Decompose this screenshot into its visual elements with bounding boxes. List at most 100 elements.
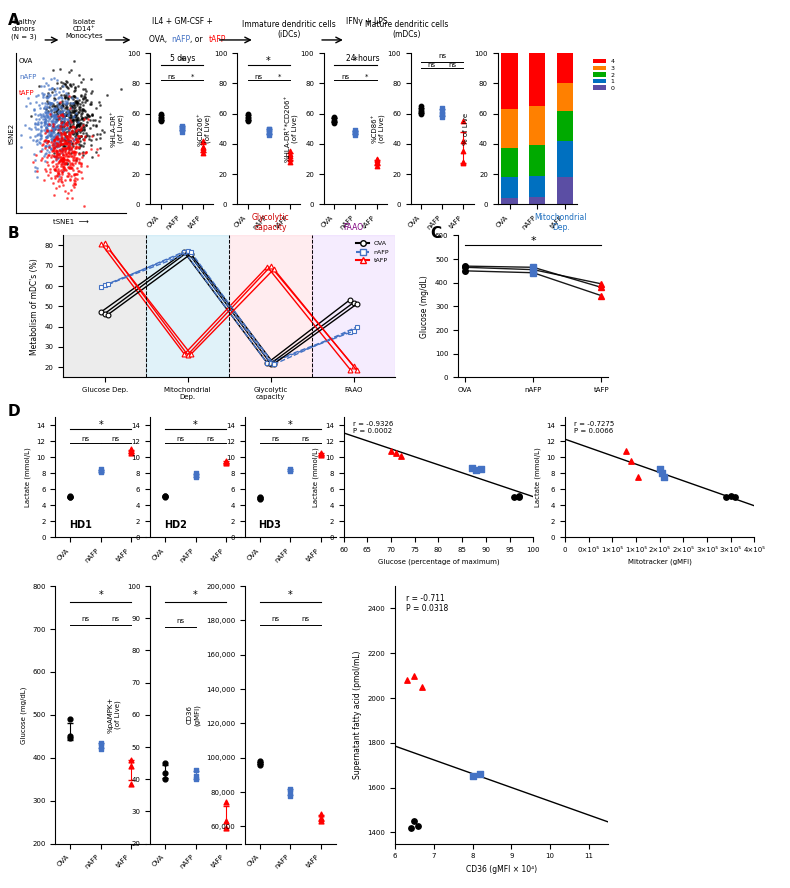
Point [51,126,64,140]
Point [66,120,78,134]
Point [72,134,85,148]
Point [73,68,85,83]
Point [67,145,80,159]
Point [54,150,66,164]
Point [41,143,54,157]
Point [41,106,54,120]
Point [57,162,70,176]
Text: ns: ns [271,436,279,442]
Bar [63,235,146,377]
Point [50,112,62,126]
Point [50,115,62,129]
Point [41,105,54,119]
Text: Isolate
CD14⁺
Monocytes: Isolate CD14⁺ Monocytes [66,20,103,39]
Point [55,137,68,151]
Point [62,140,75,155]
Point [46,84,58,99]
Point [62,153,74,167]
Point [125,759,137,773]
Point [38,115,51,130]
Point [40,108,53,123]
Point [54,104,66,118]
Point [41,150,54,164]
Point [31,161,43,175]
Point [125,442,137,456]
Point [72,155,85,170]
Point [58,123,70,138]
Point [69,177,81,191]
Point [53,171,66,186]
Point [78,131,91,145]
Point [70,153,82,167]
Point [54,146,66,160]
Point [53,96,66,110]
Point [328,111,340,125]
Point [55,163,67,177]
Text: Immature dendritic cells
(iDCs): Immature dendritic cells (iDCs) [242,20,336,39]
Point [457,155,470,169]
Point [475,462,487,476]
Point [57,148,70,163]
Text: ns: ns [428,62,436,67]
Point [159,489,171,503]
Point [47,124,60,139]
Point [220,455,232,469]
Point [61,156,73,170]
Point [56,124,69,139]
Point [78,91,91,105]
Point [62,88,74,102]
Text: Healthy
donors
(N = 3): Healthy donors (N = 3) [9,19,37,40]
Point [41,136,54,150]
Point [46,113,58,127]
Point [56,123,69,137]
Text: , or: , or [190,36,205,44]
Point [371,160,383,174]
Point [190,466,202,480]
Point [35,124,47,139]
Point [54,144,66,158]
Point [415,105,427,119]
Point [76,71,88,85]
Text: tAFP: tAFP [19,90,35,96]
Point [44,96,57,110]
Point [54,135,66,149]
Point [32,127,45,141]
Point [47,138,60,152]
Bar [312,235,395,377]
Point [28,103,40,117]
Text: *: * [193,420,198,430]
Point [45,132,58,147]
Point [262,126,275,140]
Point [33,128,46,142]
Point [32,108,44,123]
Point [41,128,54,142]
Point [44,97,57,111]
Point [31,138,43,152]
Point [77,91,89,105]
Point [58,136,70,150]
Point [61,129,73,143]
Point [75,159,88,173]
Point [51,163,64,177]
Point [59,139,72,153]
Point [63,161,76,175]
Point [71,133,84,147]
Point [66,178,79,192]
Point [56,84,69,99]
Point [51,138,64,152]
Text: OVA,: OVA, [149,36,169,44]
Point [44,96,57,110]
Point [57,121,70,135]
Point [45,123,58,138]
Point [40,115,52,129]
Point [66,138,79,152]
Point [46,148,58,163]
Text: ns: ns [438,52,446,59]
Point [38,149,51,163]
Point [47,131,60,145]
Point [63,98,76,112]
Point [58,77,71,91]
Point [56,130,69,144]
Point [48,132,61,147]
Point [58,134,70,148]
